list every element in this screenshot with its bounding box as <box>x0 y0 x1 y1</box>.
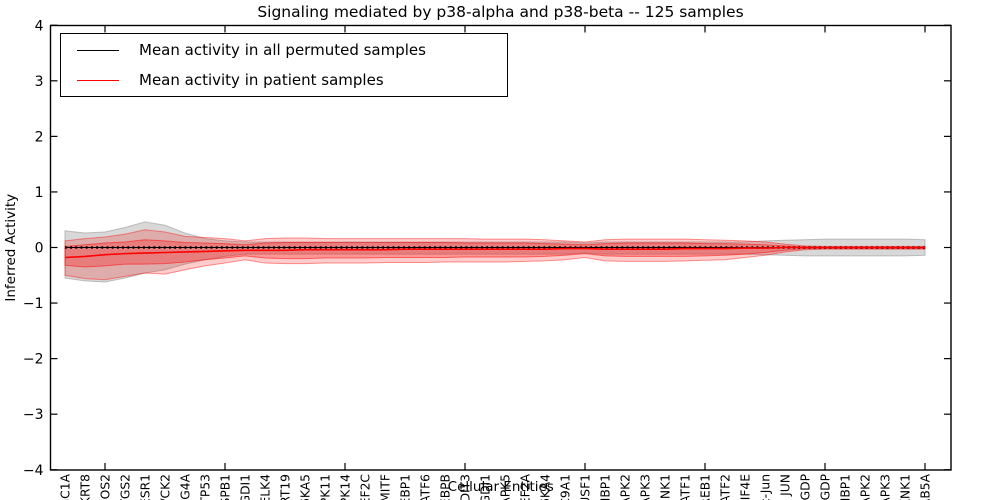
y-axis-label: Inferred Activity <box>3 194 19 302</box>
x-tick-label: KRT19 <box>279 474 293 500</box>
band-patient-samples-outer-range <box>64 229 926 281</box>
chart-title: Signaling mediated by p38-alpha and p38-… <box>257 3 744 21</box>
x-tick-label: RPS6KA4 <box>539 474 553 500</box>
x-tick-label: MAPK11 <box>319 474 333 500</box>
y-tick-label: 0 <box>35 241 44 257</box>
patient-mean-line <box>64 246 925 259</box>
x-tick-label: RAB5/GDP/GDI1 <box>239 474 253 500</box>
band-permuted-samples-range <box>64 221 926 283</box>
x-tick-label: ATF6 <box>419 474 433 500</box>
x-tick-label: ELK4 <box>259 474 273 500</box>
x-axis-label: Cellular Entities <box>448 479 554 495</box>
x-tick-label: MEF2A <box>519 473 533 500</box>
x-tick-label: HBP1 <box>839 474 853 500</box>
x-tick-label: ATF1 <box>679 474 693 500</box>
x-tick-label: p38alpha-beta/MNK1 <box>659 474 673 500</box>
legend-item-patient: Mean activity in patient samples <box>61 66 507 94</box>
x-tick-label: RAB5/GDP <box>819 474 833 500</box>
y-tick-label: −3 <box>23 407 44 423</box>
x-tick-label: KRT8 <box>79 474 93 500</box>
x-tick-label: CEBPB <box>439 474 453 500</box>
x-tick-label: p38alpha-beta/HBP1 <box>599 474 613 500</box>
x-tick-label: DDIT3 <box>459 474 473 500</box>
y-tick-label: 3 <box>35 74 44 90</box>
x-tick-label: TP53 <box>199 474 213 500</box>
x-tick-label: EIF4E <box>739 474 753 500</box>
y-tick-label: 1 <box>35 185 44 201</box>
x-tick-label: HSPB1 <box>219 474 233 500</box>
x-tick-label: ATF2/c-Jun <box>759 474 773 500</box>
y-tick-label: 4 <box>35 18 44 34</box>
x-tick-label: USF1 <box>579 474 593 500</box>
x-tick-label: PPARGC1A <box>59 473 73 500</box>
legend-line-patient <box>77 79 119 81</box>
legend-label-patient: Mean activity in patient samples <box>139 71 384 89</box>
x-tick-label: p38alpha-beta/CK2 <box>159 474 173 500</box>
y-tick-label: −2 <box>23 352 44 368</box>
x-tick-label: MITF <box>379 474 393 500</box>
x-tick-label: ATF2 <box>719 474 733 500</box>
x-tick-label: PTGS2 <box>119 474 133 500</box>
x-tick-label: MAPKAPK3 <box>879 474 893 500</box>
x-tick-label: RPS6KA5 <box>299 474 313 500</box>
x-tick-label: JUN <box>779 474 793 497</box>
x-tick-label: MAPKAPK2 <box>859 474 873 500</box>
x-tick-label: CREB1 <box>699 474 713 500</box>
x-tick-label: PLA2G4A <box>179 473 193 500</box>
x-tick-label: RAB5A <box>919 473 933 500</box>
x-tick-label: MKNK1 <box>899 474 913 500</box>
legend: Mean activity in all permuted samples Me… <box>60 33 508 97</box>
y-tick-label: −1 <box>23 296 44 312</box>
x-tick-label: mol:GDP <box>799 474 813 500</box>
x-tick-label: MAPKAPK5 <box>499 474 513 500</box>
x-tick-label: NOS2 <box>99 474 113 500</box>
legend-item-permuted: Mean activity in all permuted samples <box>61 36 507 64</box>
y-tick-label: 2 <box>35 129 44 145</box>
x-tick-label: EIF4EBP1 <box>399 474 413 500</box>
y-tick-label: −4 <box>23 463 44 479</box>
legend-label-permuted: Mean activity in all permuted samples <box>139 41 426 59</box>
x-tick-label: p38alpha-beta/MAPKAPK3 <box>639 474 653 500</box>
x-tick-label: ESR1 <box>139 474 153 500</box>
x-tick-label: GDI1 <box>479 474 493 500</box>
x-tick-label: p38alpha-beta/MAPKAPK2 <box>619 474 633 500</box>
x-tick-label: SLC9A1 <box>559 474 573 500</box>
x-tick-label: MEF2C <box>359 474 373 500</box>
legend-line-permuted <box>77 49 119 51</box>
x-tick-label: MAPK14 <box>339 474 353 500</box>
